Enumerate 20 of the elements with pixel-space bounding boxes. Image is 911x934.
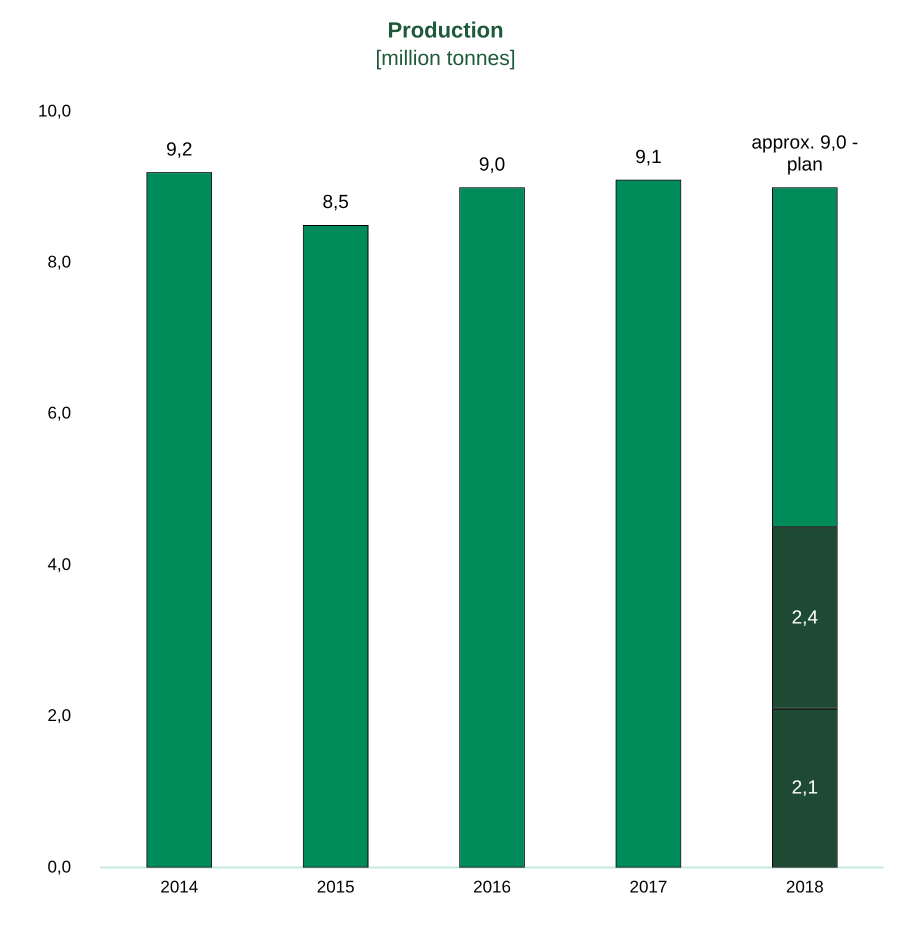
x-tick-label: 2017 xyxy=(630,877,668,896)
x-tick-label: 2016 xyxy=(473,877,511,896)
total-label: 9,1 xyxy=(635,146,662,168)
chart-title: Production xyxy=(387,17,504,42)
y-tick-label: 4,0 xyxy=(47,554,72,574)
total-label: 8,5 xyxy=(322,192,349,214)
y-tick-label: 8,0 xyxy=(47,252,72,272)
total-label: 9,0 xyxy=(478,154,506,176)
y-tick-label: 10,0 xyxy=(38,101,72,120)
data-label: 2,4 xyxy=(792,607,818,628)
data-label: 2,1 xyxy=(792,777,818,798)
y-tick-label: 2,0 xyxy=(47,706,72,726)
total-label: 9,2 xyxy=(166,139,192,160)
chart-subtitle: [million tonnes] xyxy=(375,46,516,70)
y-tick-label: 6,0 xyxy=(47,404,72,423)
x-tick-label: 2014 xyxy=(160,877,198,896)
y-tick-label: 0,0 xyxy=(47,857,72,876)
x-tick-label: 2015 xyxy=(316,877,355,896)
total-label: approx. 9,0 - plan xyxy=(751,132,858,176)
x-tick-label: 2018 xyxy=(786,877,824,896)
